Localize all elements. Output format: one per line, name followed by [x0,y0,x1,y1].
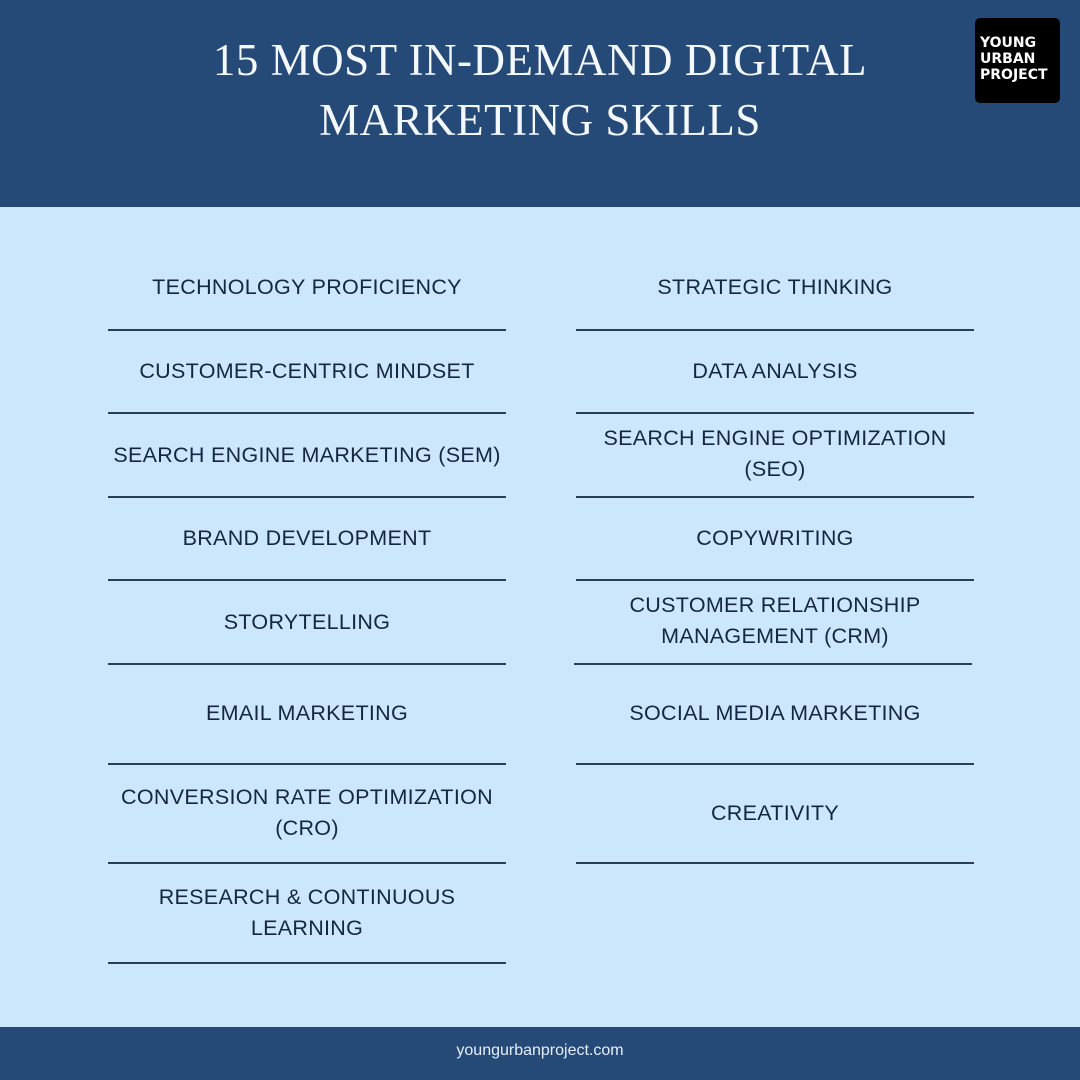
divider [576,329,974,331]
skill-item: COPYWRITING [696,525,854,550]
logo-word-1: YOUNG [980,35,1037,51]
logo-word-3: PROJECT [980,67,1048,83]
skill-item: CUSTOMER-CENTRIC MINDSET [139,358,475,383]
footer-banner: youngurbanproject.com [0,1027,1080,1080]
divider [108,412,506,414]
logo-word-2: URBAN [980,51,1036,67]
skill-item: TECHNOLOGY PROFICIENCY [152,274,462,299]
website-link[interactable]: youngurbanproject.com [456,1042,624,1059]
skill-item: CREATIVITY [710,800,840,825]
skill-item: STRATEGIC THINKING [657,274,893,299]
skill-item: SEARCH ENGINE OPTIMIZATION (SEO) [603,426,947,481]
title-line-1: 15 MOST IN-DEMAND DIGITAL [212,35,868,85]
title-line-2: MARKETING SKILLS [319,95,761,145]
divider [108,763,506,765]
skills-grid: TECHNOLOGY PROFICIENCY CUSTOMER-CENTRIC … [0,207,1080,1027]
divider [576,496,974,498]
skill-item: EMAIL MARKETING [205,700,408,725]
young-urban-project-logo: YOUNG URBAN PROJECT [975,18,1060,103]
divider [108,862,506,864]
divider [574,663,972,665]
divider [108,663,506,665]
skill-item: BRAND DEVELOPMENT [182,525,432,550]
skill-item: CONVERSION RATE OPTIMIZATION (CRO) [121,785,493,840]
skill-item: RESEARCH & CONTINUOUS LEARNING [158,885,456,940]
divider [576,763,974,765]
header-banner: 15 MOST IN-DEMAND DIGITAL MARKETING SKIL… [0,0,1080,207]
divider [576,862,974,864]
skill-item: STORYTELLING [223,609,391,634]
divider [576,412,974,414]
skill-item: SOCIAL MEDIA MARKETING [629,700,921,725]
skill-item: CUSTOMER RELATIONSHIP MANAGEMENT (CRM) [629,593,921,648]
skill-item: DATA ANALYSIS [692,358,858,383]
skill-item: SEARCH ENGINE MARKETING (SEM) [113,442,501,467]
divider [108,962,506,964]
divider [108,579,506,581]
divider [108,496,506,498]
divider [576,579,974,581]
divider [108,329,506,331]
page-title: 15 MOST IN-DEMAND DIGITAL MARKETING SKIL… [0,30,1080,150]
